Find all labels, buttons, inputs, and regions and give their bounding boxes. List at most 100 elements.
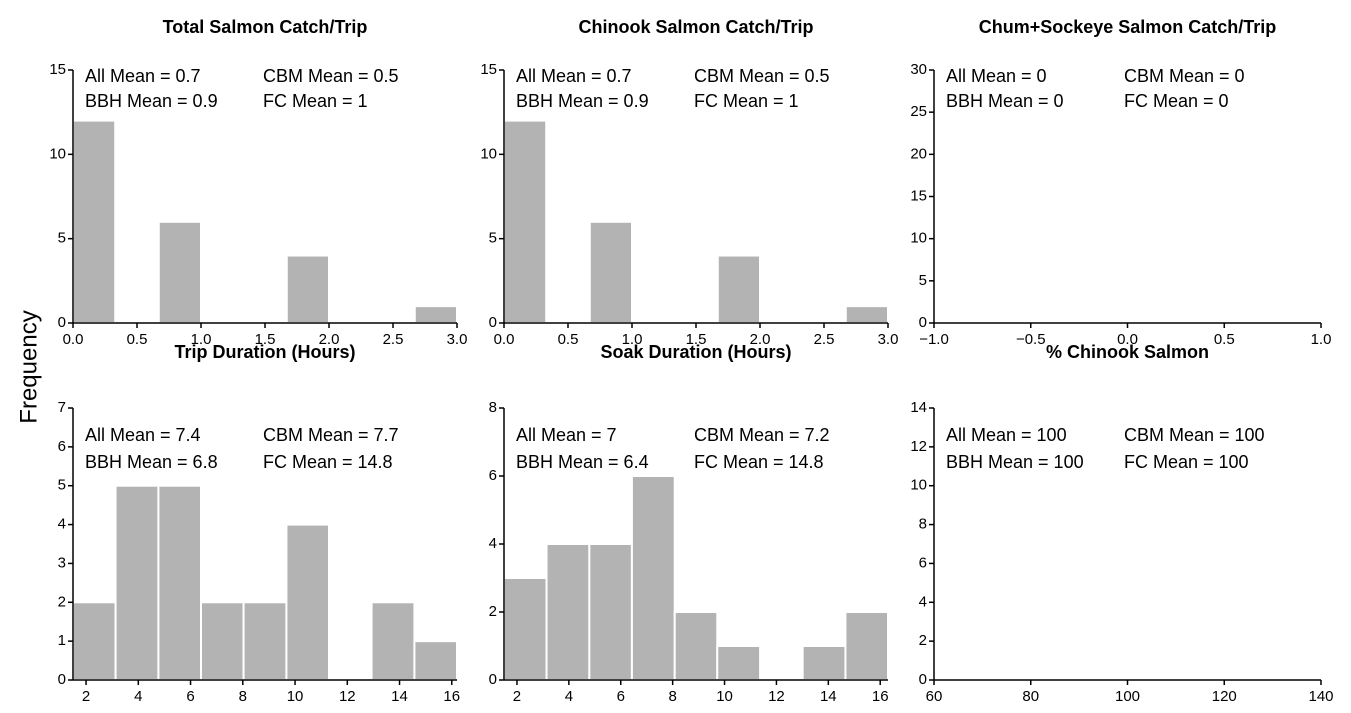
bar — [72, 601, 117, 681]
annotation: BBH Mean = 100 — [946, 452, 1084, 472]
y-tick-label: 0 — [58, 671, 66, 688]
annotation: FC Mean = 14.8 — [263, 452, 393, 472]
bar — [844, 611, 890, 681]
x-tick-label: 2.0 — [750, 331, 771, 348]
annotation: BBH Mean = 6.8 — [85, 452, 218, 472]
y-tick-label: 5 — [58, 477, 66, 494]
y-tick-label: 1 — [58, 632, 66, 649]
x-tick-label: 1.0 — [1311, 331, 1332, 348]
x-tick-label: 8 — [668, 688, 676, 705]
x-tick-label: 14 — [820, 688, 837, 705]
annotation: BBH Mean = 0 — [946, 91, 1064, 111]
bar — [370, 601, 416, 681]
bar — [285, 254, 331, 325]
bar — [503, 119, 548, 324]
x-tick-label: 2.0 — [319, 331, 340, 348]
bar — [588, 220, 634, 324]
annotation: BBH Mean = 0.9 — [516, 91, 649, 111]
x-tick-label: 0.5 — [127, 331, 148, 348]
y-tick-label: 20 — [910, 145, 927, 162]
annotation: All Mean = 7 — [516, 425, 617, 445]
y-tick-label: 6 — [58, 438, 66, 455]
annotation: CBM Mean = 100 — [1124, 425, 1265, 445]
bar — [716, 254, 762, 325]
y-tick-label: 5 — [58, 230, 66, 247]
x-tick-label: 8 — [239, 688, 247, 705]
y-tick-label: 0 — [489, 314, 497, 331]
annotation: FC Mean = 0 — [1124, 91, 1229, 111]
x-tick-label: 1.0 — [622, 331, 643, 348]
x-tick-label: 0.5 — [1214, 331, 1235, 348]
x-tick-label: 120 — [1212, 688, 1237, 705]
x-tick-label: 0.5 — [558, 331, 579, 348]
panel-title: Chum+Sockeye Salmon Catch/Trip — [979, 17, 1277, 37]
bar — [413, 640, 459, 682]
x-tick-label: 3.0 — [447, 331, 468, 348]
x-tick-label: 0.0 — [63, 331, 84, 348]
y-tick-label: 4 — [919, 593, 927, 610]
x-tick-label: 16 — [443, 688, 460, 705]
annotation: FC Mean = 100 — [1124, 452, 1249, 472]
x-tick-label: 6 — [186, 688, 194, 705]
y-tick-label: 6 — [919, 554, 927, 571]
bar — [673, 611, 719, 681]
x-tick-label: 10 — [716, 688, 733, 705]
y-tick-label: 8 — [489, 399, 497, 416]
panel-title: Soak Duration (Hours) — [600, 342, 791, 362]
x-tick-label: −1.0 — [919, 331, 949, 348]
x-tick-label: 10 — [287, 688, 304, 705]
y-tick-label: 5 — [919, 272, 927, 289]
x-tick-label: 0.0 — [494, 331, 515, 348]
y-tick-label: 2 — [58, 593, 66, 610]
annotation: FC Mean = 1 — [694, 91, 799, 111]
x-tick-label: −0.5 — [1016, 331, 1046, 348]
y-tick-label: 10 — [910, 477, 927, 494]
x-tick-label: 12 — [768, 688, 785, 705]
bar — [157, 220, 202, 324]
x-tick-label: 80 — [1022, 688, 1039, 705]
x-tick-label: 2.5 — [383, 331, 404, 348]
x-tick-label: 3.0 — [878, 331, 899, 348]
bar — [588, 543, 633, 681]
bar — [844, 305, 890, 324]
y-tick-label: 2 — [919, 632, 927, 649]
y-tick-label: 15 — [49, 61, 66, 78]
annotation: CBM Mean = 0.5 — [694, 66, 830, 86]
bar — [285, 523, 331, 681]
y-tick-label: 6 — [489, 467, 497, 484]
x-tick-label: 4 — [134, 688, 142, 705]
x-tick-label: 6 — [617, 688, 625, 705]
annotation: All Mean = 0.7 — [516, 66, 632, 86]
y-tick-label: 7 — [58, 399, 66, 416]
bar — [503, 577, 548, 681]
panel-title: Trip Duration (Hours) — [175, 342, 356, 362]
annotation: CBM Mean = 0.5 — [263, 66, 399, 86]
bar — [114, 484, 160, 682]
y-tick-label: 25 — [910, 103, 927, 120]
bar — [630, 475, 676, 681]
annotation: All Mean = 100 — [946, 425, 1067, 445]
bar — [801, 645, 847, 681]
y-tick-label: 14 — [910, 399, 927, 416]
x-tick-label: 0.0 — [1117, 331, 1138, 348]
bar — [157, 484, 203, 682]
y-tick-label: 4 — [58, 516, 66, 533]
y-tick-label: 10 — [910, 230, 927, 247]
annotation: CBM Mean = 7.2 — [694, 425, 830, 445]
annotation: CBM Mean = 0 — [1124, 66, 1245, 86]
x-tick-label: 100 — [1115, 688, 1140, 705]
x-tick-label: 1.5 — [255, 331, 276, 348]
x-tick-label: 2 — [513, 688, 521, 705]
y-tick-label: 10 — [49, 145, 66, 162]
x-tick-label: 4 — [565, 688, 573, 705]
x-tick-label: 1.5 — [686, 331, 707, 348]
panel-title: Total Salmon Catch/Trip — [163, 17, 368, 37]
y-axis-label: Frequency — [15, 310, 42, 423]
x-tick-label: 12 — [339, 688, 356, 705]
bar — [545, 543, 591, 681]
y-tick-label: 2 — [489, 603, 497, 620]
y-tick-label: 10 — [480, 145, 497, 162]
y-tick-label: 0 — [919, 314, 927, 331]
y-tick-label: 5 — [489, 230, 497, 247]
